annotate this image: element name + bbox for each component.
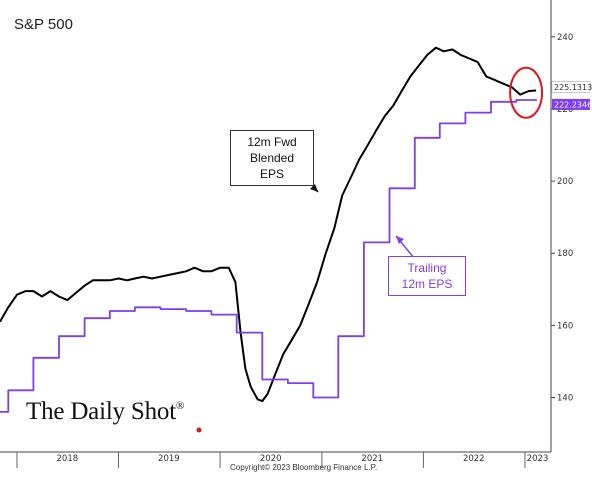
x-tick-label: 2022 (463, 454, 485, 464)
highlight-circle (509, 66, 544, 119)
y-tick-label: 240 (557, 33, 573, 43)
x-tick-label: 2021 (361, 454, 383, 464)
x-axis: 2018 2019 2020 2021 2022 2023 (0, 451, 551, 468)
y-tick-label: 160 (557, 321, 573, 331)
fwd-last-value-box (551, 81, 591, 93)
brand-name: The Daily Shot (26, 398, 176, 425)
fwd-arrow-head (310, 184, 318, 192)
trailing-callout-arrow (395, 235, 415, 259)
x-tick-label: 2020 (260, 454, 282, 464)
x-tick-label: 2018 (57, 454, 79, 464)
trailing-eps-callout: Trailing 12m EPS (388, 256, 466, 296)
y-axis: 140 160 180 200 220 240 (550, 0, 573, 452)
trailing-eps-line (0, 99, 537, 413)
chart-title: S&P 500 (14, 16, 73, 33)
brand-dot (196, 427, 202, 433)
brand-mark: ® (175, 400, 185, 412)
x-tick-label: 2023 (527, 454, 549, 464)
y-tick-label: 220 (557, 105, 573, 115)
brand-logo: The Daily Shot® (26, 398, 184, 426)
x-tick-label: 2019 (158, 454, 180, 464)
trailing-last-value-box (552, 98, 590, 110)
copyright-text: Copyright© 2023 Bloomberg Finance L.P. (230, 463, 378, 472)
fwd-last-value-text: 225.1313 (554, 83, 592, 92)
chart-overlay: 225.1313 222.2346 (196, 66, 592, 433)
fwd-last-value-label: 225.1313 (551, 81, 592, 93)
y-tick-label: 140 (557, 394, 573, 404)
plot-lines (0, 46, 537, 413)
trailing-arrow-head (396, 236, 404, 244)
trailing-last-value-label: 222.2346 (552, 98, 592, 110)
fwd-eps-callout: 12m Fwd Blended EPS (230, 130, 314, 186)
y-tick-label: 180 (557, 249, 573, 259)
trailing-last-value-text: 222.2346 (554, 100, 592, 109)
fwd-eps-line (0, 46, 537, 403)
y-tick-label: 200 (557, 177, 573, 187)
